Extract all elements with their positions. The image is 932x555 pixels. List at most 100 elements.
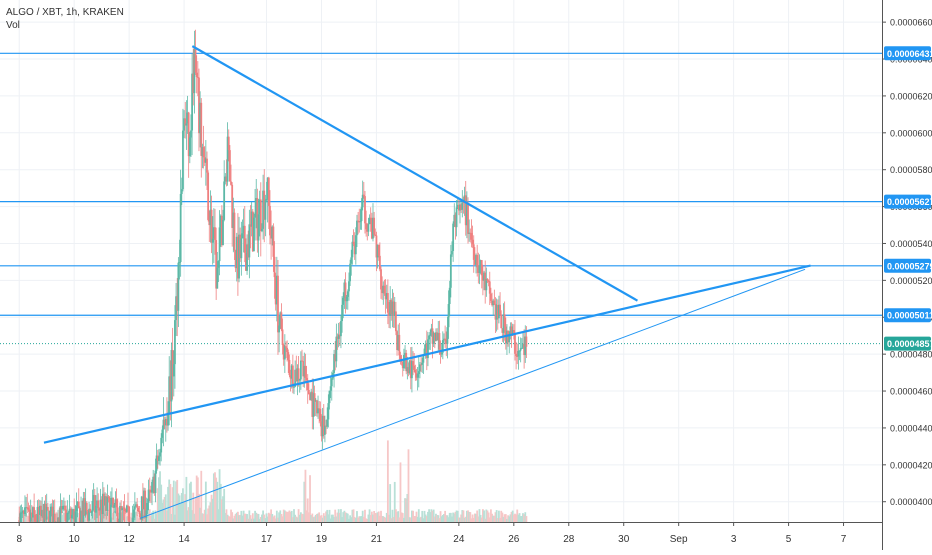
volume-bar (451, 516, 453, 522)
time-tick-label: 19 (316, 534, 328, 545)
time-tick-label: 24 (453, 534, 465, 545)
volume-bar (360, 516, 363, 522)
candle-body (220, 215, 223, 246)
volume-bar (250, 518, 253, 522)
volume-bar (354, 518, 357, 522)
volume-bar (346, 513, 349, 522)
candle-body (65, 510, 68, 526)
volume-bar (226, 514, 229, 522)
trend-line[interactable] (43, 264, 811, 444)
candle-body (239, 234, 242, 259)
candle-body (392, 301, 395, 316)
candle-body (462, 202, 465, 204)
candle-body (271, 226, 274, 239)
volume-bar (192, 492, 195, 522)
candle-body (41, 509, 44, 517)
volume-bar (357, 517, 360, 522)
candle-body (154, 470, 157, 494)
volume-bar (374, 513, 377, 522)
volume-bar (487, 512, 490, 522)
time-axis[interactable] (0, 522, 882, 550)
candle-body (246, 244, 248, 271)
trend-line[interactable] (139, 268, 806, 519)
candle-body (208, 219, 211, 226)
volume-bar (461, 510, 464, 522)
volume-bar (327, 514, 330, 522)
candle-body (240, 238, 243, 259)
candle-body (50, 506, 53, 511)
candle-body (183, 118, 185, 131)
volume-bar (194, 497, 197, 522)
volume-bar (322, 513, 325, 522)
candle-body (72, 509, 74, 515)
candle-body (169, 376, 172, 402)
volume-bar (457, 517, 460, 522)
candle-body (389, 300, 392, 316)
candle-body (506, 331, 508, 344)
candle-body (124, 510, 127, 512)
volume-bar (480, 517, 483, 522)
candle-body (180, 189, 183, 194)
volume-bar (484, 518, 487, 522)
volume-bar (490, 509, 492, 522)
volume-bar (193, 513, 196, 522)
volume-bar (246, 514, 248, 522)
candle-body (33, 507, 36, 515)
candle-body (398, 334, 401, 356)
volume-bar (162, 499, 165, 522)
volume-bar (117, 512, 120, 522)
candle-body (251, 211, 254, 252)
volume-bar (388, 514, 390, 522)
candle-body (455, 207, 458, 228)
candle-body (104, 496, 106, 506)
candle-body (209, 209, 212, 226)
level-price-label: 0.00005279 (887, 261, 932, 271)
volume-bar (46, 516, 49, 522)
candle-body (91, 500, 94, 513)
candle-body (368, 217, 371, 225)
candle-body (524, 336, 527, 356)
volume-bar (470, 518, 473, 522)
candle-body (132, 509, 135, 518)
candle-body (83, 498, 86, 516)
volume-bar (184, 494, 187, 522)
candle-body (391, 301, 394, 315)
candle-body (168, 376, 171, 413)
candle-body (256, 198, 259, 241)
candle-body (174, 320, 176, 365)
volume-bar (266, 516, 269, 522)
volume-bar (174, 514, 176, 522)
candle-body (257, 214, 260, 241)
volume-bar (298, 514, 301, 522)
volume-bar (372, 514, 374, 522)
volume-bar (171, 487, 174, 522)
candle-body (245, 252, 247, 271)
trend-line[interactable] (191, 45, 639, 302)
volume-bar (158, 477, 160, 522)
candle-body (435, 332, 437, 341)
price-axis[interactable] (882, 0, 932, 550)
candle-body (352, 241, 355, 244)
candle-body (293, 386, 295, 388)
volume-bar (151, 512, 153, 522)
candle-body (366, 229, 369, 232)
candle-body (193, 49, 196, 94)
volume-bar (124, 509, 127, 522)
candle-body (495, 304, 498, 320)
volume-bar (203, 509, 206, 522)
volume-bar (401, 513, 404, 522)
volume-label: Vol (6, 20, 20, 31)
volume-bar (156, 488, 159, 522)
candle-body (477, 267, 480, 273)
candle-body (232, 212, 235, 228)
candle-body (309, 394, 311, 400)
candle-body (401, 361, 404, 369)
volume-bar (386, 440, 389, 522)
candle-body (301, 360, 303, 362)
candle-body (84, 502, 87, 516)
candle-body (342, 297, 345, 305)
volume-bar (366, 518, 369, 522)
